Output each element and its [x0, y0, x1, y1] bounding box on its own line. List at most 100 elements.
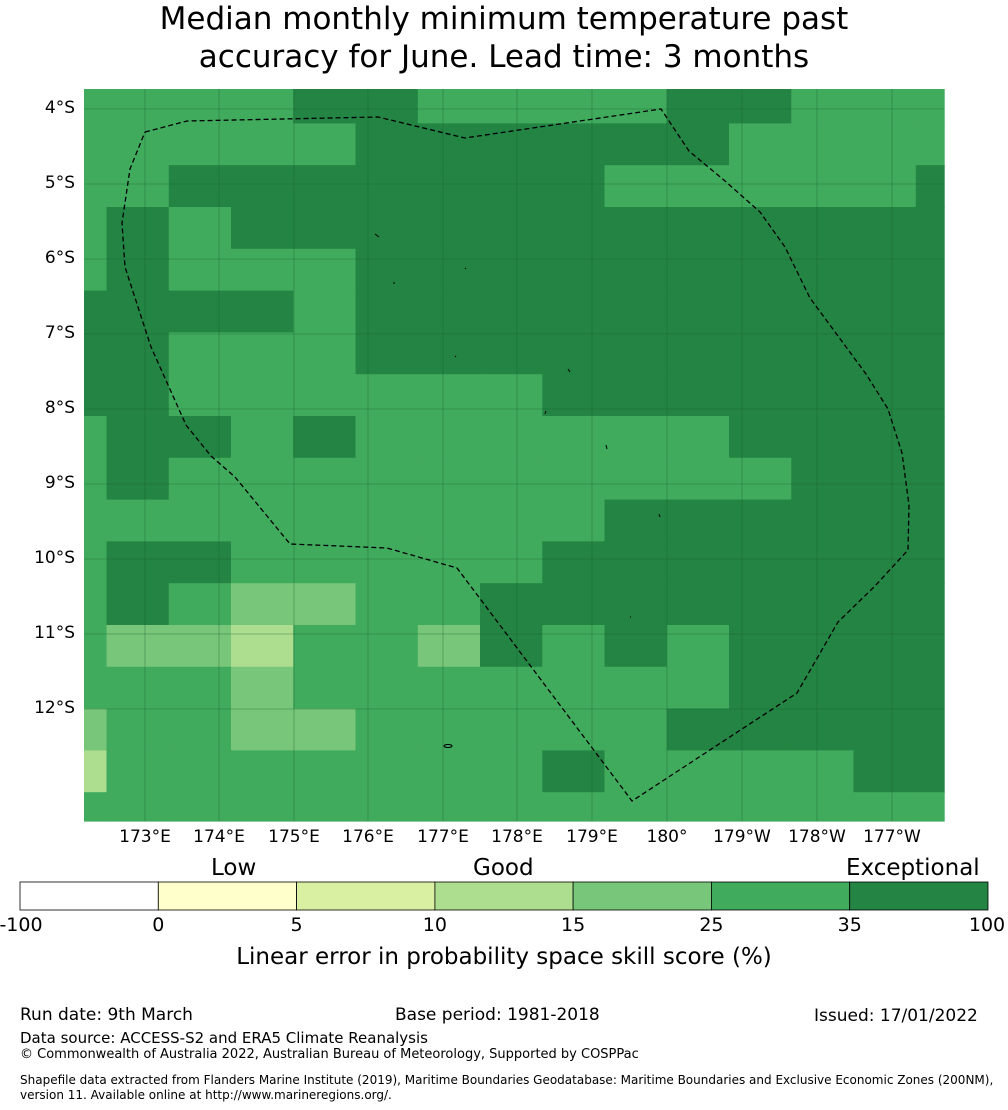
copyright: © Commonwealth of Australia 2022, Austra… [20, 1047, 639, 1062]
grid-cell [480, 290, 543, 333]
grid-cell [231, 416, 294, 459]
grid-cell [355, 708, 419, 751]
grid-cell [417, 248, 481, 292]
grid-cell [293, 89, 357, 124]
grid-cell [729, 541, 792, 584]
grid-cell [106, 499, 170, 542]
grid-cell [480, 583, 543, 626]
grid-cell [666, 541, 730, 584]
grid-cell [417, 792, 481, 822]
grid-cell [915, 666, 945, 710]
grid-cell [666, 499, 730, 542]
longitude-label: 176°E [342, 827, 394, 847]
grid-cell [84, 123, 108, 166]
grid-cell [729, 89, 792, 124]
skill-grid-cells [84, 89, 945, 822]
grid-cell [791, 416, 855, 459]
colorbar-tick-label: 0 [152, 914, 165, 936]
grid-cell [293, 248, 357, 292]
graticule-lines [84, 89, 944, 821]
grid-cell [791, 666, 855, 710]
grid-cell [915, 583, 945, 626]
grid-cell [355, 248, 419, 292]
latitude-label: 10°S [34, 548, 75, 568]
grid-cell [853, 374, 917, 417]
grid-cell [604, 207, 668, 250]
grid-cell [168, 123, 232, 166]
grid-cell [915, 207, 945, 250]
grid-cell [293, 708, 357, 751]
grid-cell [168, 374, 232, 417]
grid-cell [355, 541, 419, 584]
base-period: Base period: 1981-2018 [395, 1005, 600, 1025]
grid-cell [791, 457, 855, 501]
colorbar-label: Linear error in probability space skill … [236, 944, 772, 970]
grid-cell [853, 625, 917, 668]
latitude-label: 6°S [44, 248, 75, 268]
grid-cell [915, 165, 945, 208]
grid-cell [666, 165, 730, 208]
grid-cell [604, 89, 668, 124]
grid-cell [729, 792, 792, 822]
grid-cell [355, 750, 419, 793]
latitude-label: 9°S [44, 473, 75, 493]
grid-cell [106, 123, 170, 166]
grid-cell [480, 89, 543, 124]
grid-cell [791, 750, 855, 793]
grid-cell [542, 583, 606, 626]
grid-cell [480, 332, 543, 375]
grid-cell [84, 792, 108, 822]
grid-cell [231, 248, 294, 292]
grid-cell [84, 583, 108, 626]
category-low: Low [211, 855, 257, 881]
grid-cell [915, 708, 945, 751]
category-good: Good [473, 855, 534, 881]
category-exceptional: Exceptional [846, 855, 980, 881]
grid-cell [542, 708, 606, 751]
grid-cell [915, 89, 945, 124]
grid-cell [480, 207, 543, 250]
grid-cell [231, 792, 294, 822]
longitude-label: 177°W [863, 827, 921, 847]
grid-cell [168, 248, 232, 292]
grid-cell [417, 625, 481, 668]
grid-cell [417, 290, 481, 333]
longitude-label: 175°E [268, 827, 320, 847]
grid-cell [231, 708, 294, 751]
grid-cell [106, 541, 170, 584]
grid-cell [542, 625, 606, 668]
grid-cell [106, 89, 170, 124]
longitude-label: 178°E [491, 827, 543, 847]
grid-cell [355, 374, 419, 417]
grid-cell [168, 332, 232, 375]
grid-cell [480, 708, 543, 751]
grid-cell [853, 207, 917, 250]
grid-cell [84, 541, 108, 584]
grid-cell [168, 290, 232, 333]
grid-cell [231, 374, 294, 417]
grid-cell [417, 541, 481, 584]
grid-cell [106, 374, 170, 417]
grid-cell [604, 457, 668, 501]
grid-cell [355, 123, 419, 166]
grid-cell [729, 625, 792, 668]
grid-cell [106, 666, 170, 710]
grid-cell [417, 123, 481, 166]
grid-cell [168, 457, 232, 501]
grid-cell [480, 123, 543, 166]
grid-cell [231, 207, 294, 250]
grid-cell [915, 248, 945, 292]
grid-cell [417, 499, 481, 542]
grid-cell [729, 708, 792, 751]
grid-cell [480, 792, 543, 822]
longitude-label: 179°E [566, 827, 618, 847]
grid-cell [542, 332, 606, 375]
grid-cell [84, 374, 108, 417]
eez-boundary [121, 108, 910, 802]
grid-cell [542, 374, 606, 417]
grid-cell [729, 165, 792, 208]
grid-cell [355, 165, 419, 208]
grid-cell [604, 374, 668, 417]
grid-cell [853, 165, 917, 208]
grid-cell [168, 207, 232, 250]
